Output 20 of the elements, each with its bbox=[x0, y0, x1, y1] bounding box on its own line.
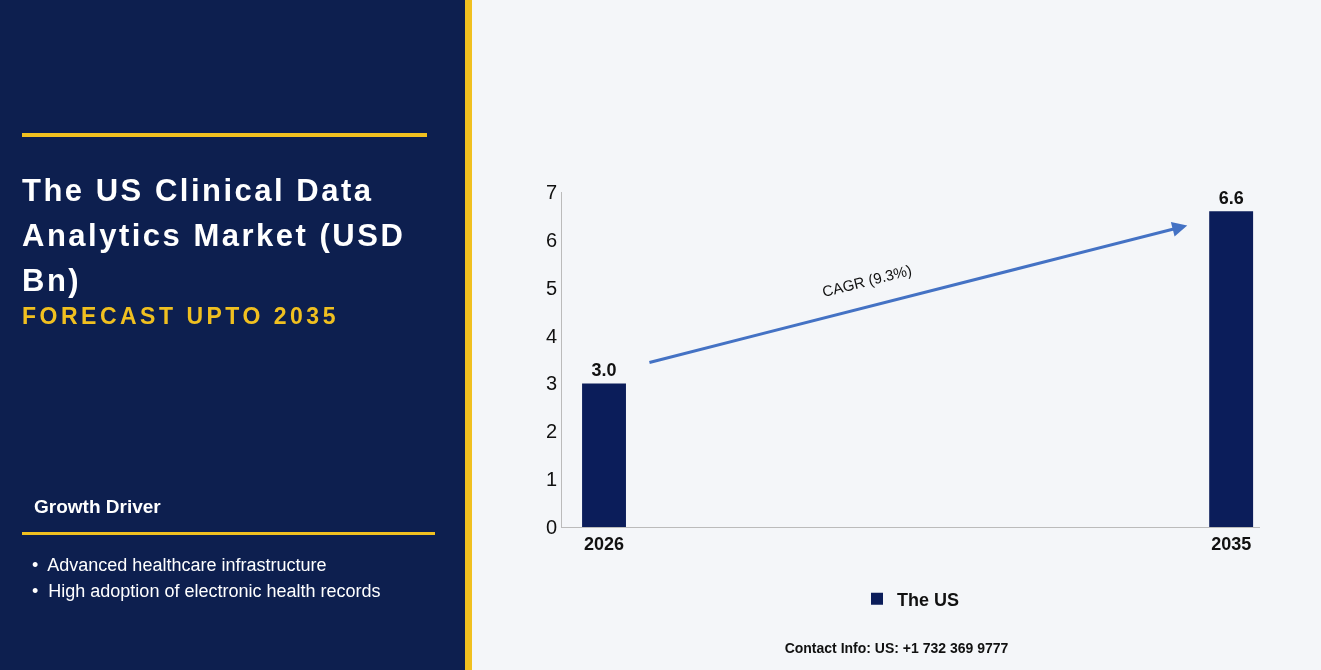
annotation: CAGR (9.3%) bbox=[820, 261, 914, 300]
text: Growth Driver bbox=[34, 496, 161, 518]
y-tick-label: 1 bbox=[545, 468, 557, 491]
legend-label: The US bbox=[897, 589, 960, 610]
x-tick-label: 2026 bbox=[584, 533, 625, 554]
data-label: 6.6 bbox=[1218, 188, 1244, 209]
y-tick-label: 3 bbox=[545, 372, 557, 395]
y-tick-label: 0 bbox=[545, 516, 557, 538]
y-tick-label: 6 bbox=[545, 228, 557, 251]
text: • High adoption of electronic health records bbox=[32, 580, 381, 603]
data-label: 3.0 bbox=[591, 360, 617, 381]
y-tick-label: 4 bbox=[545, 324, 557, 347]
text: FORECAST UPTO 2035 bbox=[22, 303, 339, 330]
text: The US Clinical Data Analytics Market (USD Bn) bbox=[22, 172, 407, 300]
x-tick-label: 2035 bbox=[1211, 533, 1252, 554]
y-tick-label: 5 bbox=[545, 276, 557, 299]
text: Contact Info: US: +1 732 369 9777 bbox=[783, 640, 1010, 656]
text: • Advanced healthcare infrastructure bbox=[32, 554, 328, 577]
y-tick-label: 7 bbox=[545, 181, 557, 203]
y-tick-label: 2 bbox=[545, 420, 557, 443]
